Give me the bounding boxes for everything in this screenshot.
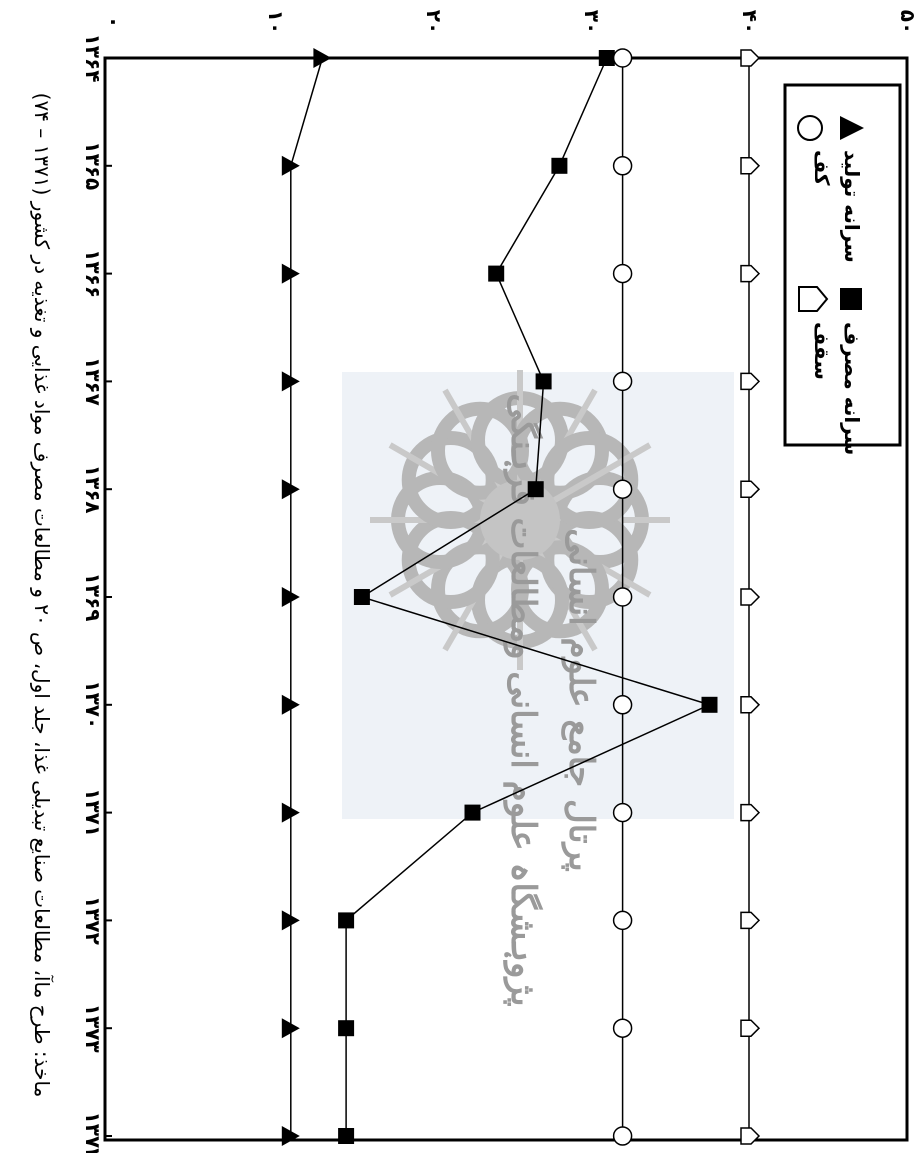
x-axis-ticks: ۱۳۶۴ ۱۳۶۵ ۱۳۶۶ ۱۳۶۷ ۱۳۶۸ ۱۳۶۹ ۱۳۷۰ ۱۳۷۱ ۱۳۷۲ ۱۳۷۳… — [81, 34, 112, 1153]
x-tick-label: ۱۳۷۳ — [81, 1004, 105, 1053]
legend-label-ceiling: سقف — [810, 322, 834, 380]
watermark-petal — [511, 401, 609, 500]
value-tick-label: ۳۰ — [580, 10, 604, 34]
legend-label-consumption: سرانه مصرف — [840, 322, 864, 455]
floor-point — [612, 479, 633, 499]
value-tick-label: ۴۰ — [738, 10, 762, 34]
watermark-background — [342, 372, 734, 819]
production-point — [281, 802, 300, 823]
x-tick-label: ۱۳۷۱ — [81, 788, 105, 837]
value-tick-label: ۵۰ — [896, 10, 917, 34]
plot-frame — [103, 56, 909, 1142]
consumption-point — [338, 1020, 355, 1037]
legend-circle-icon — [797, 115, 823, 141]
production-point — [281, 479, 300, 500]
floor-point — [612, 371, 633, 392]
series-markers — [281, 48, 761, 1146]
x-tick-label: ۱۳۶۸ — [81, 465, 105, 514]
production-point — [281, 587, 300, 607]
production-point — [281, 371, 300, 392]
floor-point — [612, 587, 633, 607]
floor-point — [612, 1126, 633, 1146]
legend-box — [783, 83, 902, 447]
x-tick-label: ۱۳۷۴ — [81, 1112, 105, 1153]
x-tick-label: ۱۳۶۴ — [81, 34, 105, 83]
floor-point — [612, 802, 633, 823]
floor-point — [612, 910, 633, 931]
consumption-point — [338, 912, 355, 929]
watermark: پژوہشگاہ علوم انسانی ومطالعات فرہنگی پرت… — [342, 370, 734, 1007]
production-point — [281, 910, 300, 931]
consumption-point — [527, 481, 544, 498]
x-tick-label: ۱۳۷۲ — [81, 896, 105, 945]
ceiling-point — [740, 264, 761, 283]
consumption-point — [535, 373, 552, 390]
ceiling-point — [740, 1019, 761, 1037]
ceiling-point — [740, 911, 761, 930]
floor-point — [612, 263, 633, 284]
ceiling-point — [740, 696, 761, 714]
production-point — [281, 694, 300, 715]
consumption-point — [551, 157, 568, 174]
ceiling-point — [740, 372, 761, 391]
legend-item-production: سرانه تولید — [840, 116, 864, 263]
legend: سرانه تولید کف سرانه مصرف سقف — [783, 83, 902, 455]
legend-item-floor: کف — [797, 115, 834, 186]
consumption-point — [488, 265, 505, 282]
ceiling-point — [740, 588, 761, 606]
legend-item-ceiling: سقف — [798, 286, 834, 380]
ceiling-point — [740, 157, 761, 175]
legend-square-icon — [840, 288, 862, 310]
production-point — [313, 48, 332, 68]
consumption-point — [338, 1128, 355, 1144]
floor-point — [612, 695, 633, 715]
x-tick-label: ۱۳۶۹ — [81, 573, 105, 622]
value-tick-label: . — [106, 18, 130, 26]
production-point — [281, 1126, 300, 1146]
watermark-line-2: پرتال جامع علوم انسانی — [561, 528, 601, 872]
watermark-emblem — [370, 370, 670, 670]
production-point — [281, 1018, 300, 1039]
value-tick-label: ۱۰ — [264, 10, 288, 34]
x-tick-label: ۱۳۷۰ — [81, 680, 105, 729]
legend-pentagon-icon — [798, 286, 829, 312]
x-tick-label: ۱۳۶۶ — [81, 249, 105, 298]
legend-triangle-icon — [840, 116, 864, 140]
consumption-point — [353, 589, 370, 605]
legend-label-floor: کف — [810, 150, 834, 186]
consumption-point — [464, 804, 481, 821]
watermark-core — [480, 480, 560, 560]
floor-point — [612, 156, 633, 176]
production-point — [281, 263, 300, 284]
ceiling-point — [740, 480, 761, 498]
production-point — [281, 155, 300, 176]
floor-point — [612, 48, 633, 68]
x-tick-label: ۱۳۶۵ — [81, 141, 105, 190]
watermark-petal — [540, 431, 639, 529]
value-axis-ticks: . ۱۰ ۲۰ ۳۰ ۴۰ ۵۰ — [106, 10, 917, 34]
ceiling-point — [740, 49, 761, 67]
floor-point — [612, 1018, 633, 1038]
legend-item-consumption: سرانه مصرف — [840, 288, 864, 455]
ceiling-point — [740, 1127, 761, 1145]
ceiling-point — [740, 803, 761, 822]
consumption-point — [598, 50, 615, 66]
x-tick-label: ۱۳۶۷ — [81, 357, 105, 406]
legend-label-production: سرانه تولید — [840, 150, 864, 263]
source-note: ماخذ: طرح ماآ، مطالعات صنایع تبدیلی غذا،… — [30, 93, 55, 1098]
consumption-point — [701, 696, 718, 713]
value-tick-label: ۲۰ — [422, 10, 446, 34]
